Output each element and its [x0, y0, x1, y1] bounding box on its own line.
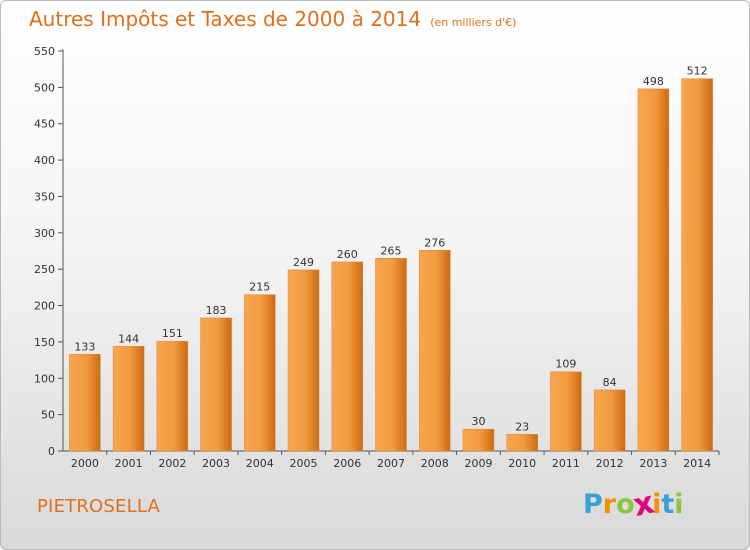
- proxiti-logo[interactable]: Proxiti: [583, 485, 684, 524]
- bar: [506, 434, 538, 452]
- logo-letter: r: [602, 489, 617, 520]
- bar: [200, 317, 232, 452]
- x-tick-label: 2001: [115, 457, 143, 470]
- data-label: 249: [293, 256, 314, 269]
- bar: [550, 371, 582, 452]
- x-tick-label: 2013: [639, 457, 667, 470]
- x-tick-label: 2002: [158, 457, 186, 470]
- data-label: 23: [515, 420, 529, 433]
- data-label: 84: [603, 376, 617, 389]
- x-tick-label: 2003: [202, 457, 230, 470]
- x-tick-label: 2014: [683, 457, 711, 470]
- x-tick-label: 2012: [596, 457, 624, 470]
- bar: [637, 88, 670, 452]
- bar: [462, 428, 495, 452]
- bar: [375, 258, 407, 452]
- data-label: 512: [687, 65, 708, 78]
- y-tick-label: 50: [41, 409, 55, 422]
- data-label: 133: [74, 340, 95, 353]
- y-tick-label: 350: [34, 190, 55, 203]
- logo-letter: t: [661, 489, 675, 520]
- y-tick-label: 100: [34, 372, 55, 385]
- logo-letter: o: [616, 489, 635, 520]
- logo-letter: i: [674, 489, 684, 520]
- data-label: 144: [118, 332, 139, 345]
- y-tick-label: 300: [34, 227, 55, 240]
- chart-title: Autres Impôts et Taxes de 2000 à 2014 (e…: [29, 7, 516, 31]
- x-tick-label: 2008: [421, 457, 449, 470]
- data-label: 276: [424, 236, 445, 249]
- logo-letter: i: [652, 489, 662, 520]
- y-tick-label: 200: [34, 300, 55, 313]
- x-tick-label: 2007: [377, 457, 405, 470]
- data-label: 30: [471, 415, 485, 428]
- bar: [418, 250, 451, 452]
- x-tick-label: 2000: [71, 457, 99, 470]
- x-tick-label: 2004: [246, 457, 274, 470]
- bar: [244, 294, 276, 452]
- chart-title-unit: (en milliers d'€): [430, 16, 517, 29]
- bar: [156, 340, 189, 452]
- y-tick-label: 500: [34, 81, 55, 94]
- y-tick-label: 150: [34, 336, 55, 349]
- x-tick-label: 2011: [552, 457, 580, 470]
- chart-title-main: Autres Impôts et Taxes de 2000 à 2014: [29, 7, 422, 31]
- y-tick-label: 550: [34, 45, 55, 58]
- bar: [331, 261, 364, 452]
- y-tick-label: 400: [34, 154, 55, 167]
- data-label: 265: [381, 244, 402, 257]
- y-tick-label: 450: [34, 118, 55, 131]
- data-label: 151: [162, 327, 183, 340]
- y-tick-label: 0: [48, 445, 55, 458]
- x-tick-label: 2006: [333, 457, 361, 470]
- data-label: 109: [555, 358, 576, 371]
- data-label: 183: [206, 304, 227, 317]
- bar: [69, 354, 101, 452]
- data-label: 215: [249, 281, 270, 294]
- y-tick-label: 250: [34, 263, 55, 276]
- bar: [681, 78, 713, 452]
- city-name: PIETROSELLA: [37, 496, 160, 517]
- x-tick-label: 2005: [290, 457, 318, 470]
- logo-letter: P: [583, 489, 603, 520]
- bar: [287, 269, 320, 452]
- bar: [593, 389, 626, 452]
- data-label: 498: [643, 75, 664, 88]
- x-tick-label: 2010: [508, 457, 536, 470]
- x-tick-label: 2009: [464, 457, 492, 470]
- bar: [112, 346, 145, 452]
- data-label: 260: [337, 248, 358, 261]
